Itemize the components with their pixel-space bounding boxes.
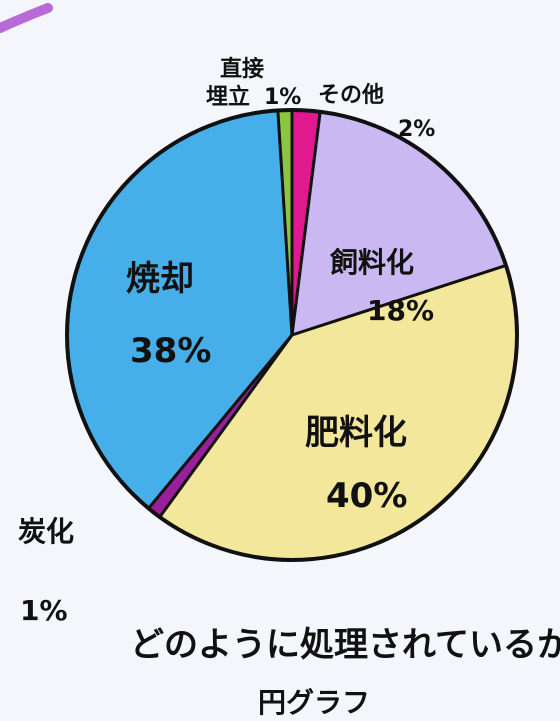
label-feed: 飼料化 [330, 246, 414, 279]
label-carbonization-percent: 1% [20, 594, 68, 627]
label-other-percent: 2% [398, 117, 435, 142]
label-direct-landfill-percent: 1% [264, 85, 301, 110]
pie-slice-2 [159, 265, 517, 560]
label-carbonization: 炭化 [18, 515, 74, 548]
pie-divider-group [147, 110, 507, 518]
pie-divider-1 [290, 111, 322, 336]
corner-marker-stroke [0, 3, 53, 33]
label-incineration-percent: 38% [130, 331, 211, 371]
label-direct-landfill-line-2: 埋立 [206, 84, 250, 110]
pie-divider-4 [147, 334, 294, 510]
label-direct-landfill-line-1: 直接 [220, 56, 264, 82]
label-incineration: 焼却 [126, 259, 194, 299]
label-compost-percent: 40% [326, 476, 407, 516]
pie-divider-5 [276, 110, 294, 336]
label-feed-percent: 18% [367, 294, 434, 327]
pie-slice-1 [292, 111, 506, 335]
chart-caption: どのように処理されているか [130, 625, 560, 665]
label-compost: 肥料化 [305, 413, 407, 453]
label-other: その他 [318, 83, 384, 108]
pie-divider-2 [291, 264, 507, 337]
chart-subtitle: 円グラフ [258, 686, 370, 719]
pie-slice-4 [66, 110, 292, 509]
pie-divider-3 [158, 334, 294, 518]
